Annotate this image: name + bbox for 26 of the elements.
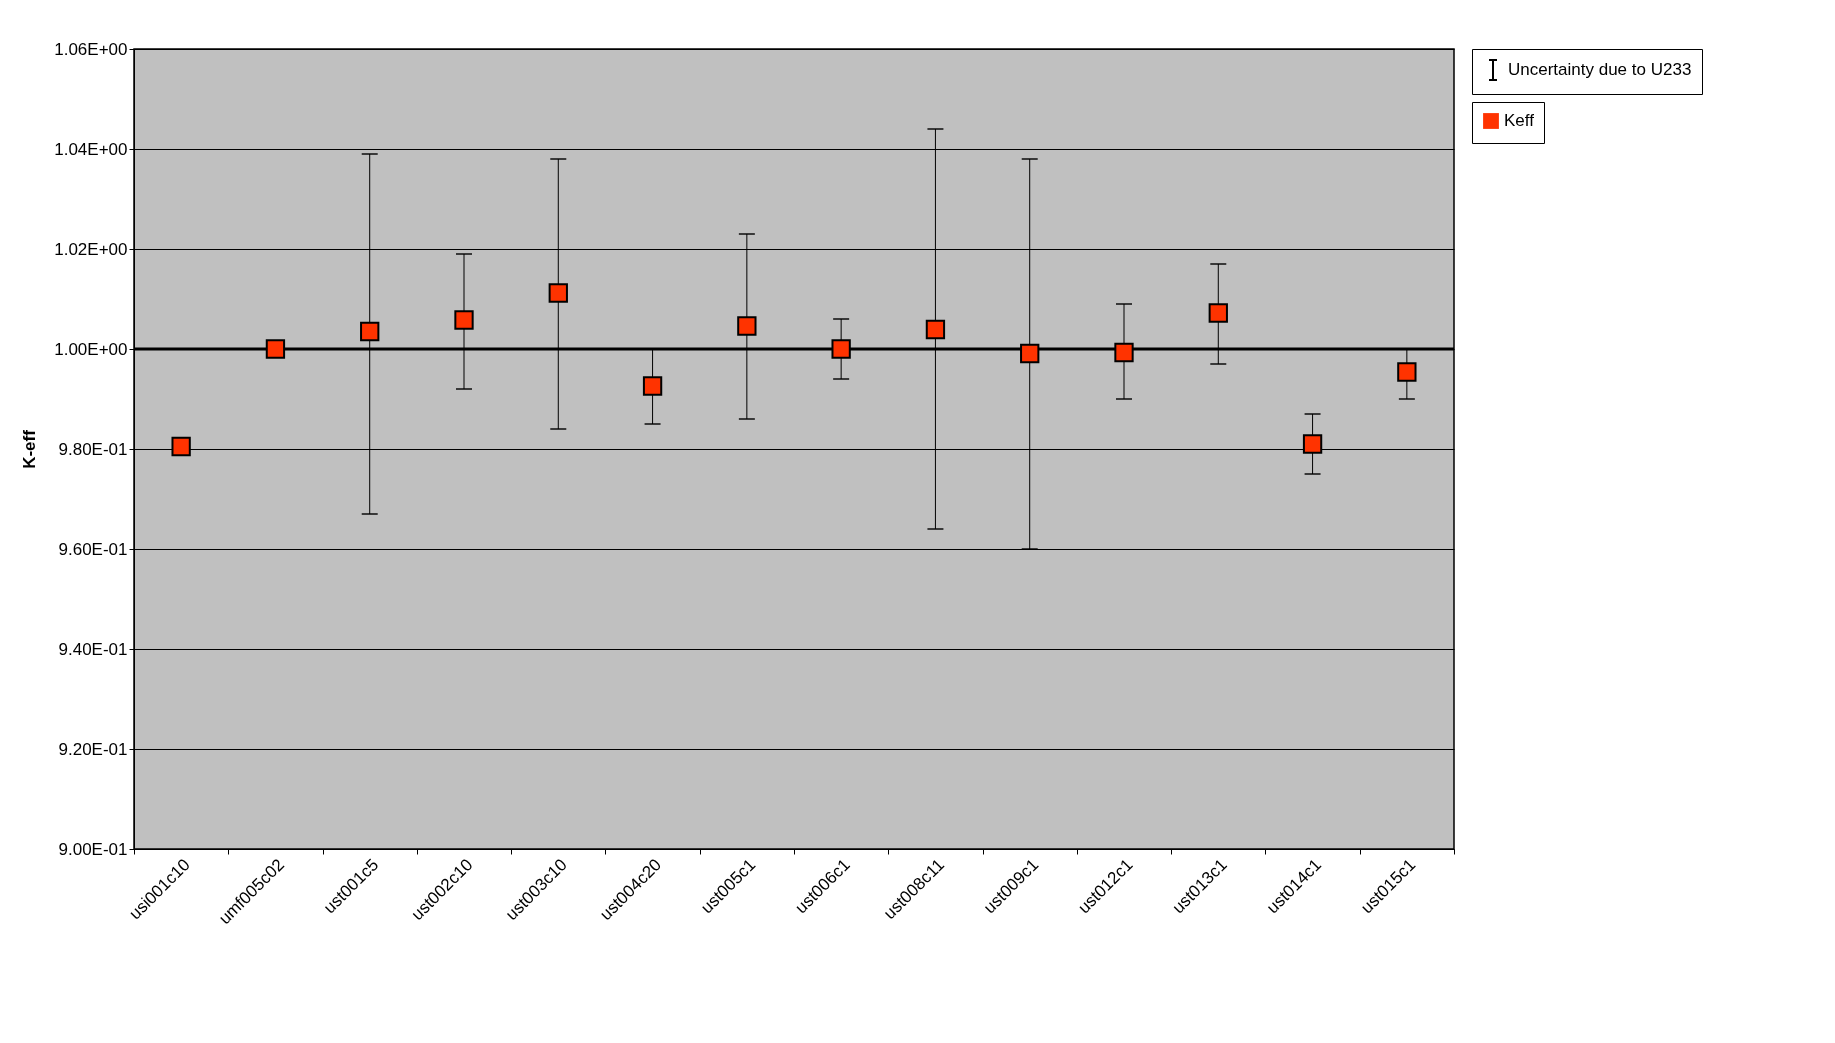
y-tick-label: 1.06E+00 xyxy=(54,39,128,59)
y-tick-label: 9.60E-01 xyxy=(58,539,128,559)
point xyxy=(265,339,286,359)
y-tick-label: 9.00E-01 xyxy=(58,839,128,859)
legend-label: Keff xyxy=(1504,111,1535,130)
text: Uncertainty due to U233 xyxy=(1508,60,1692,79)
point xyxy=(1114,342,1134,363)
point xyxy=(925,319,946,340)
point xyxy=(1020,343,1040,364)
y-tick-label: 9.20E-01 xyxy=(58,739,128,759)
point xyxy=(454,310,474,330)
y-tick-label: 9.40E-01 xyxy=(58,639,128,659)
point xyxy=(360,321,380,342)
point xyxy=(1397,362,1417,382)
point xyxy=(831,339,851,359)
point xyxy=(171,436,191,457)
y-tick-label: 1.00E+00 xyxy=(54,339,128,359)
point xyxy=(548,283,568,303)
y-tick-label: 9.80E-01 xyxy=(58,439,128,459)
point xyxy=(1302,434,1323,454)
point xyxy=(642,376,663,396)
point xyxy=(737,316,757,336)
y-axis-title: K-eff xyxy=(20,429,40,469)
y-tick-label: 1.02E+00 xyxy=(54,239,128,259)
y-tick-label: 1.04E+00 xyxy=(54,139,128,159)
point xyxy=(1208,303,1228,323)
